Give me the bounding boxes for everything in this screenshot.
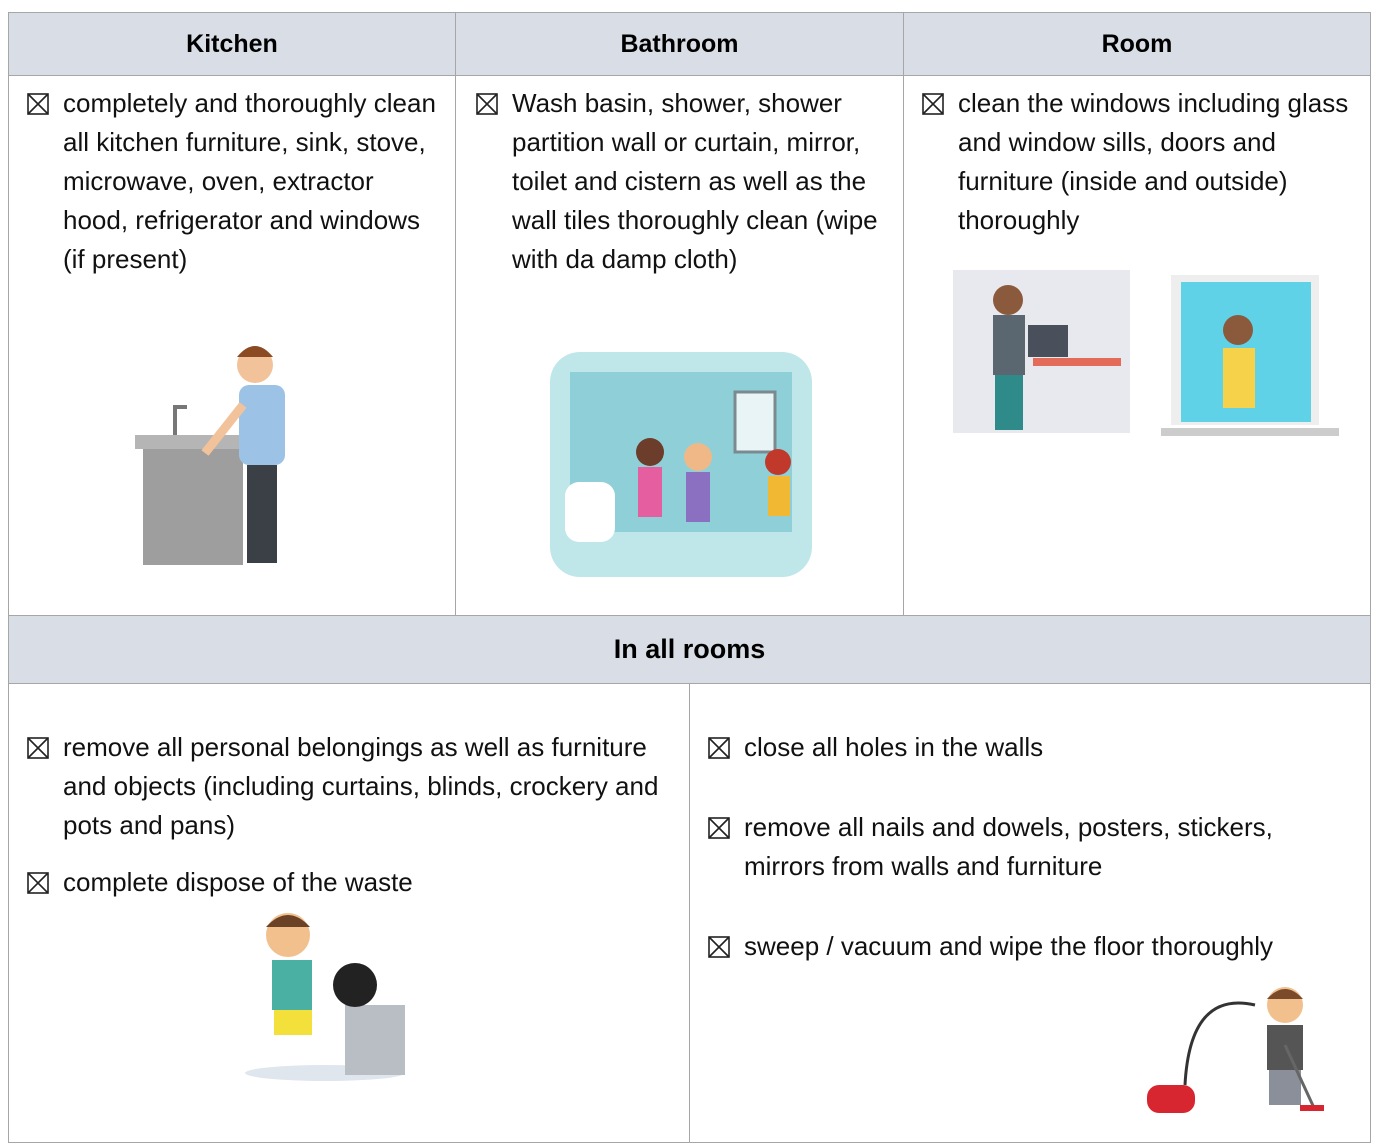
item-text: close all holes in the walls bbox=[744, 732, 1044, 762]
waste-illustration bbox=[245, 913, 405, 1081]
header-bathroom: Bathroom bbox=[455, 12, 904, 76]
item-text: remove all personal belongings as well a… bbox=[63, 732, 659, 840]
item-text: Wash basin, shower, shower partition wal… bbox=[512, 88, 878, 274]
checklist-item: completely and thoroughly clean all kitc… bbox=[27, 84, 443, 279]
item-text: clean the windows including glass and wi… bbox=[958, 88, 1349, 235]
vacuum-illustration bbox=[1147, 987, 1324, 1113]
checklist-item: sweep / vacuum and wipe the floor thorou… bbox=[708, 927, 1358, 966]
checkbox-icon bbox=[708, 737, 730, 759]
bathroom-cell: Wash basin, shower, shower partition wal… bbox=[455, 75, 904, 616]
header-kitchen: Kitchen bbox=[8, 12, 456, 76]
kitchen-illustration bbox=[135, 346, 285, 565]
item-text: sweep / vacuum and wipe the floor thorou… bbox=[744, 931, 1273, 961]
checkbox-icon bbox=[476, 93, 498, 115]
checklist-item: remove all personal belongings as well a… bbox=[27, 728, 677, 845]
section-title: In all rooms bbox=[8, 615, 1371, 684]
checkbox-icon bbox=[708, 936, 730, 958]
kitchen-cell: completely and thoroughly clean all kitc… bbox=[8, 75, 456, 616]
checkbox-icon bbox=[27, 93, 49, 115]
checklist-item: complete dispose of the waste bbox=[27, 863, 677, 902]
item-text: complete dispose of the waste bbox=[63, 867, 413, 897]
room-illustration bbox=[953, 270, 1339, 436]
checklist-item: remove all nails and dowels, posters, st… bbox=[708, 808, 1358, 886]
checklist-item: close all holes in the walls bbox=[708, 728, 1358, 767]
checkbox-icon bbox=[922, 93, 944, 115]
checklist-item: Wash basin, shower, shower partition wal… bbox=[476, 84, 891, 279]
room-cell: clean the windows including glass and wi… bbox=[903, 75, 1371, 616]
checklist-item: clean the windows including glass and wi… bbox=[922, 84, 1358, 240]
item-text: remove all nails and dowels, posters, st… bbox=[744, 812, 1273, 881]
item-text: completely and thoroughly clean all kitc… bbox=[63, 88, 436, 274]
checkbox-icon bbox=[27, 737, 49, 759]
bathroom-illustration bbox=[550, 352, 812, 577]
checkbox-icon bbox=[27, 872, 49, 894]
header-room: Room bbox=[903, 12, 1371, 76]
checkbox-icon bbox=[708, 817, 730, 839]
section-left: remove all personal belongings as well a… bbox=[8, 683, 690, 1143]
